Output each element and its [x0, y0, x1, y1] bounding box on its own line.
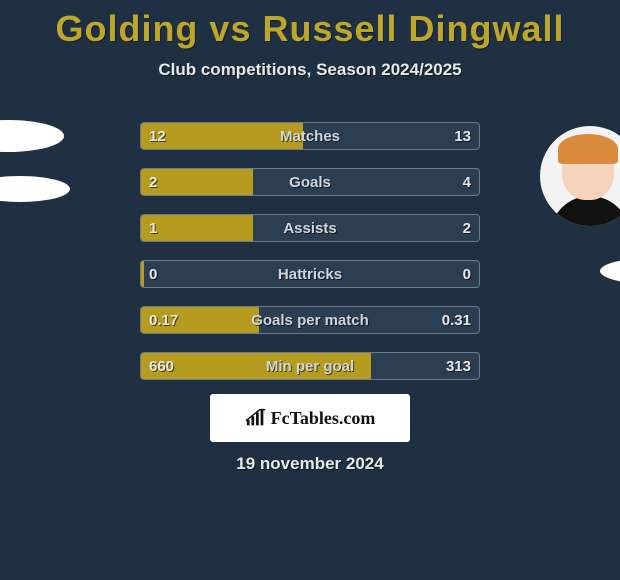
stat-label: Assists — [141, 215, 479, 242]
date-text: 19 november 2024 — [0, 454, 620, 474]
stat-label: Min per goal — [141, 353, 479, 380]
stat-value-right: 0.31 — [442, 307, 471, 334]
stat-label: Hattricks — [141, 261, 479, 288]
subtitle: Club competitions, Season 2024/2025 — [0, 60, 620, 80]
player-left-avatar-placeholder-1 — [0, 120, 64, 152]
stat-row: 660Min per goal313 — [140, 352, 480, 380]
stat-row: 12Matches13 — [140, 122, 480, 150]
page-title: Golding vs Russell Dingwall — [0, 0, 620, 50]
branding-badge: FcTables.com — [210, 394, 410, 442]
comparison-bars: 12Matches132Goals41Assists20Hattricks00.… — [140, 122, 480, 398]
stat-value-right: 2 — [463, 215, 471, 242]
branding-chart-icon — [245, 408, 267, 428]
stat-label: Goals — [141, 169, 479, 196]
stat-label: Matches — [141, 123, 479, 150]
player-left-avatar-placeholder-2 — [0, 176, 70, 202]
branding-text: FcTables.com — [271, 408, 376, 429]
stat-row: 0.17Goals per match0.31 — [140, 306, 480, 334]
stat-row: 1Assists2 — [140, 214, 480, 242]
stat-value-right: 13 — [454, 123, 471, 150]
player-right-avatar — [540, 126, 620, 226]
stat-row: 0Hattricks0 — [140, 260, 480, 288]
player-right-avatar-placeholder-2 — [600, 258, 620, 284]
stat-label: Goals per match — [141, 307, 479, 334]
stat-value-right: 4 — [463, 169, 471, 196]
stat-value-right: 313 — [446, 353, 471, 380]
stat-value-right: 0 — [463, 261, 471, 288]
stat-row: 2Goals4 — [140, 168, 480, 196]
